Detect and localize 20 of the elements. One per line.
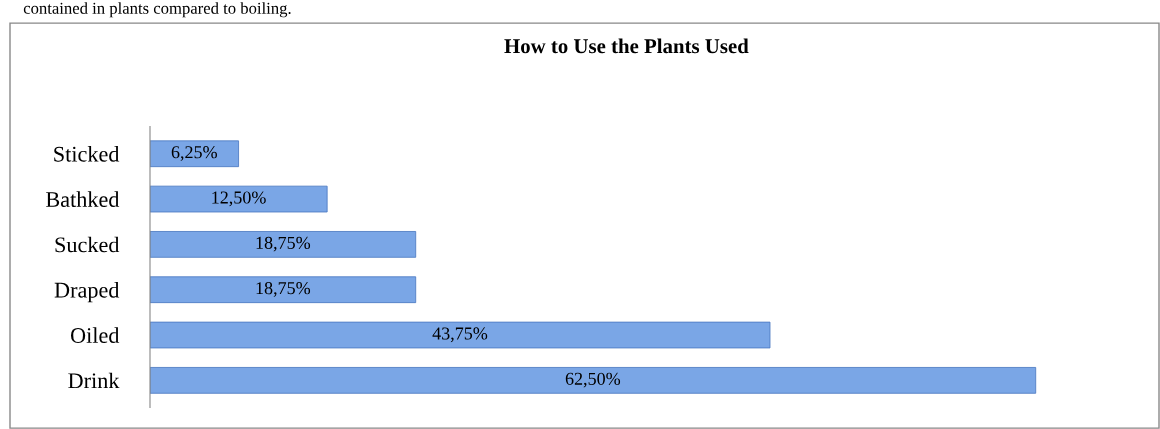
bar: [150, 276, 417, 304]
data-label: 62,50%: [565, 372, 621, 388]
y-tick-label: Bathked: [46, 191, 120, 207]
y-tick-label: Sticked: [54, 146, 120, 162]
data-label: 12,50%: [212, 191, 266, 207]
bar: [150, 185, 328, 213]
data-label: 18,75%: [256, 282, 311, 297]
y-tick-label: Draped: [54, 282, 120, 303]
data-label: 18,75%: [256, 236, 311, 252]
chart-title: How to Use the Plants Used: [504, 38, 749, 54]
bar: [150, 231, 417, 258]
bar: [150, 367, 1037, 394]
data-label: 43,75%: [432, 327, 488, 343]
y-tick-label: Sucked: [55, 236, 120, 253]
y-tick-label: Oiled: [70, 327, 120, 343]
text: contained in plants compared to boiling.: [23, 2, 291, 18]
y-tick-label: Drink: [68, 372, 120, 389]
data-label: 6,25%: [171, 146, 217, 161]
bar: [150, 321, 771, 349]
bar: [150, 140, 239, 168]
